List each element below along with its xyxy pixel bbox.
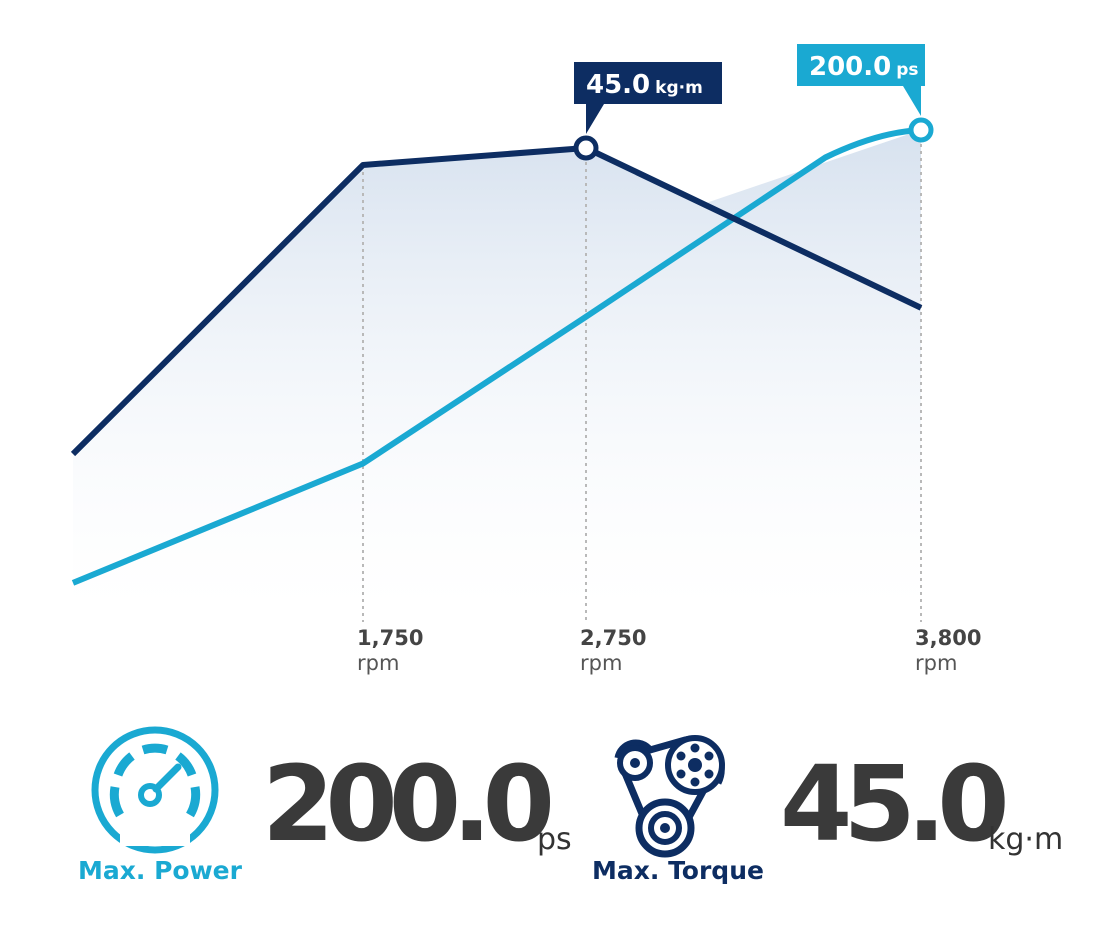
- x-tick-label: 2,750: [580, 626, 646, 650]
- torque-curve: [70, 145, 923, 457]
- x-tick-label: 1,750: [357, 626, 423, 650]
- speedometer-icon: [91, 726, 219, 854]
- power-peak-callout-unit: ps: [896, 60, 918, 80]
- max-power-label: Max. Power: [78, 856, 242, 885]
- power-curve: [71, 127, 922, 586]
- x-tick-label: 3,800: [915, 626, 981, 650]
- max-torque-value: 45.0: [780, 743, 1010, 865]
- chart-area-fill: [73, 130, 921, 610]
- power-peak-marker: [908, 117, 934, 143]
- torque-peak-callout: 45.0 kg·m: [574, 62, 722, 134]
- max-torque-unit: kg·m: [988, 822, 1064, 857]
- max-power-value: 200.0: [262, 743, 555, 865]
- max-power-unit: ps: [537, 822, 572, 857]
- torque-peak-marker: [573, 135, 599, 161]
- max-torque-label: Max. Torque: [592, 856, 764, 885]
- belt-pulley-icon: [614, 735, 725, 858]
- x-tick-unit: rpm: [915, 651, 957, 675]
- x-tick-unit: rpm: [357, 651, 399, 675]
- torque-peak-callout-unit: kg·m: [655, 78, 703, 98]
- power-peak-callout: 200.0 ps: [797, 44, 925, 116]
- x-tick-unit: rpm: [580, 651, 622, 675]
